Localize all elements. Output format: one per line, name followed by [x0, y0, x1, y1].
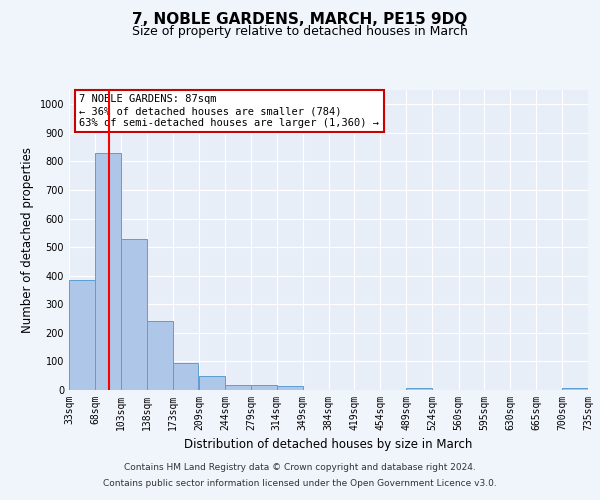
Bar: [173, 363, 199, 390]
Bar: [406, 388, 432, 390]
Bar: [199, 376, 225, 390]
Text: 7 NOBLE GARDENS: 87sqm
← 36% of detached houses are smaller (784)
63% of semi-de: 7 NOBLE GARDENS: 87sqm ← 36% of detached…: [79, 94, 379, 128]
Bar: [251, 385, 277, 390]
Y-axis label: Number of detached properties: Number of detached properties: [21, 147, 34, 333]
X-axis label: Distribution of detached houses by size in March: Distribution of detached houses by size …: [184, 438, 473, 452]
Bar: [277, 386, 302, 390]
Bar: [562, 388, 588, 390]
Text: Contains HM Land Registry data © Crown copyright and database right 2024.: Contains HM Land Registry data © Crown c…: [124, 464, 476, 472]
Bar: [121, 238, 146, 390]
Text: Size of property relative to detached houses in March: Size of property relative to detached ho…: [132, 25, 468, 38]
Text: 7, NOBLE GARDENS, MARCH, PE15 9DQ: 7, NOBLE GARDENS, MARCH, PE15 9DQ: [133, 12, 467, 28]
Bar: [146, 322, 173, 390]
Bar: [69, 280, 95, 390]
Bar: [95, 153, 121, 390]
Text: Contains public sector information licensed under the Open Government Licence v3: Contains public sector information licen…: [103, 478, 497, 488]
Bar: [225, 385, 251, 390]
